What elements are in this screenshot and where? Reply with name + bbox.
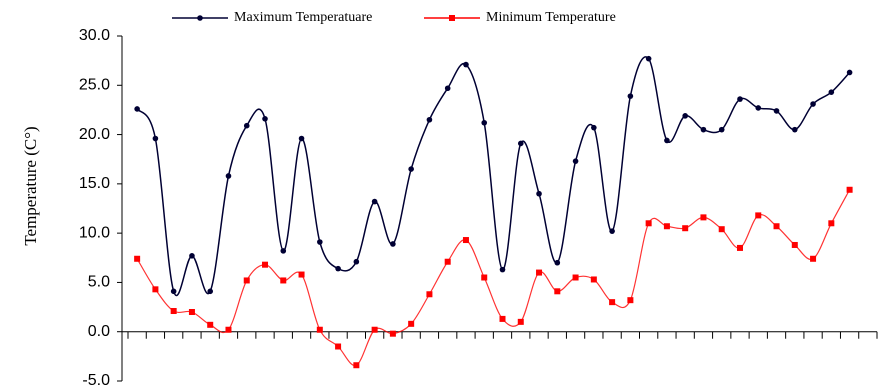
data-point [243,277,250,284]
data-point [755,212,762,219]
data-point [262,261,269,268]
data-point [572,158,579,164]
legend-label: Maximum Temperatuare [234,10,372,25]
data-point [444,258,451,265]
data-point [645,55,652,62]
data-point [188,309,195,315]
data-point [718,226,725,233]
y-tick-label: 5.0 [88,274,110,291]
y-tick-label: -5.0 [82,372,110,389]
data-point [700,214,707,221]
data-point [444,85,451,92]
data-point [718,126,725,133]
data-point [189,253,195,259]
data-point [536,269,543,276]
data-point [243,122,250,129]
y-tick-label: 15.0 [79,175,110,192]
data-point [755,105,762,111]
data-point [170,288,177,295]
data-point [481,119,488,126]
data-point [682,113,688,119]
data-point [591,124,597,131]
data-point [791,126,798,133]
data-point [426,291,433,298]
data-point [389,330,396,337]
data-point [517,318,524,325]
data-point [791,241,798,248]
data-point [353,258,360,265]
data-point [645,220,652,227]
data-point [773,108,780,114]
data-point [298,135,305,142]
data-point [536,190,542,197]
data-point [371,326,378,333]
data-point [627,93,634,99]
data-point [335,265,341,272]
data-point [846,69,853,76]
data-point [152,286,159,293]
data-point [517,140,524,147]
legend-label: Minimum Temperature [486,10,616,25]
data-point [280,248,287,254]
data-point [463,61,469,68]
data-point [207,321,214,328]
data-point [225,173,232,179]
data-point [590,276,597,283]
data-point [170,308,177,315]
data-point [335,343,342,350]
data-point [499,266,506,273]
data-point [207,288,214,295]
data-point [846,186,853,193]
data-point [554,288,561,295]
legend-marker [197,15,203,21]
data-point [700,126,707,133]
data-point [481,274,488,281]
data-point [426,116,433,123]
data-point [280,277,287,284]
data-point [134,255,141,262]
y-tick-label: 20.0 [79,126,110,143]
data-point [134,106,140,112]
data-point [682,225,689,232]
data-point [408,320,415,327]
data-point [462,237,469,244]
data-point [572,274,579,281]
data-point [609,228,615,234]
data-point [737,96,743,102]
data-point [499,315,506,322]
data-point [371,198,378,205]
data-point [390,241,396,247]
data-point [773,223,780,230]
data-point [225,326,232,333]
data-point [609,299,616,306]
y-tick-label: 25.0 [79,77,110,94]
y-axis-title: Temperature (C°) [21,126,40,245]
data-point [736,244,743,251]
legend-marker [449,15,455,21]
data-point [298,271,305,278]
data-point [152,135,159,142]
series-line [136,189,851,367]
data-point [810,255,817,262]
data-point [317,239,323,245]
data-point [554,259,561,266]
data-point [353,362,360,369]
data-point [316,326,323,333]
data-point [828,220,835,227]
data-point [828,89,835,95]
y-tick-label: 30.0 [79,27,110,44]
data-point [262,116,268,122]
y-tick-label: 10.0 [79,224,110,241]
data-point [663,223,670,230]
data-point [627,297,634,304]
y-tick-label: 0.0 [88,323,110,340]
data-point [664,137,670,144]
data-point [810,101,816,107]
series-line [136,56,851,296]
data-point [408,166,414,172]
